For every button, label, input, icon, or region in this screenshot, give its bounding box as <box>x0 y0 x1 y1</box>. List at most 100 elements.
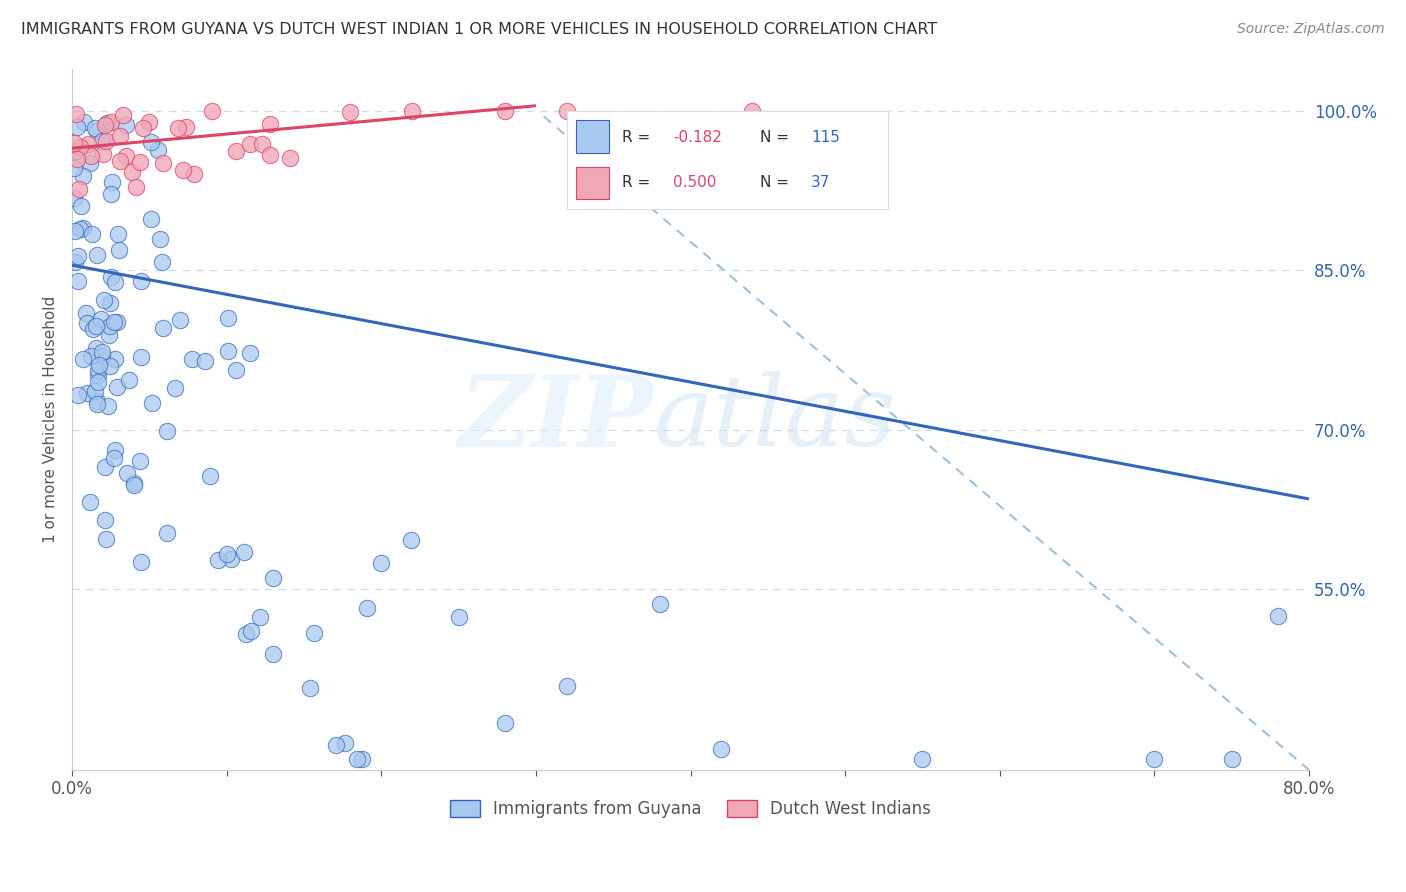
Point <box>401 103 423 118</box>
Point <box>129 555 152 569</box>
Point <box>91 147 114 161</box>
Text: IMMIGRANTS FROM GUYANA VS DUTCH WEST INDIAN 1 OR MORE VEHICLES IN HOUSEHOLD CORR: IMMIGRANTS FROM GUYANA VS DUTCH WEST IND… <box>21 22 938 37</box>
Point <box>250 137 273 152</box>
Point <box>219 552 242 566</box>
Point <box>149 232 172 246</box>
Point <box>69 139 91 153</box>
Point <box>72 351 94 366</box>
Point <box>352 752 374 766</box>
Point <box>115 118 138 132</box>
Point <box>346 752 368 766</box>
Point <box>70 199 93 213</box>
Y-axis label: 1 or more Vehicles in Household: 1 or more Vehicles in Household <box>44 295 58 543</box>
Point <box>111 108 134 122</box>
Point <box>298 681 321 695</box>
Point <box>79 155 101 169</box>
Point <box>63 191 86 205</box>
Point <box>339 105 361 120</box>
Point <box>103 451 125 466</box>
Point <box>65 254 87 268</box>
Point <box>86 393 108 408</box>
Point <box>63 161 86 176</box>
Point <box>167 121 190 136</box>
Point <box>370 556 392 570</box>
Point <box>63 136 86 150</box>
Point <box>129 274 152 288</box>
Point <box>262 571 284 585</box>
Point <box>399 533 422 547</box>
Point <box>103 315 125 329</box>
Point <box>90 311 112 326</box>
Point <box>98 359 121 373</box>
Point <box>75 306 97 320</box>
Point <box>259 117 281 131</box>
Point <box>129 350 152 364</box>
Point <box>139 135 162 149</box>
Point <box>105 315 128 329</box>
Point <box>240 624 263 638</box>
Point <box>122 475 145 490</box>
Point <box>172 163 194 178</box>
Point <box>79 495 101 509</box>
Point <box>98 328 121 343</box>
Point <box>232 545 254 559</box>
Point <box>494 716 516 731</box>
Point <box>94 134 117 148</box>
Point <box>278 151 301 165</box>
Point <box>76 385 98 400</box>
Point <box>66 120 89 134</box>
Point <box>118 373 141 387</box>
Point <box>104 442 127 457</box>
Point <box>96 116 118 130</box>
Point <box>194 354 217 368</box>
Point <box>72 220 94 235</box>
Point <box>1220 752 1243 766</box>
Legend: Immigrants from Guyana, Dutch West Indians: Immigrants from Guyana, Dutch West India… <box>443 793 938 825</box>
Point <box>80 349 103 363</box>
Point <box>156 526 179 541</box>
Point <box>67 182 90 196</box>
Point <box>65 145 87 159</box>
Point <box>165 381 187 395</box>
Point <box>98 296 121 310</box>
Point <box>77 136 100 151</box>
Point <box>225 144 247 158</box>
Point <box>139 211 162 226</box>
Point <box>207 553 229 567</box>
Point <box>146 144 169 158</box>
Point <box>87 362 110 376</box>
Point <box>150 255 173 269</box>
Point <box>80 149 103 163</box>
Point <box>66 152 89 166</box>
Point <box>94 460 117 475</box>
Point <box>91 350 114 364</box>
Point <box>169 313 191 327</box>
Point <box>66 388 89 402</box>
Point <box>104 351 127 366</box>
Point <box>1143 752 1166 766</box>
Point <box>249 610 271 624</box>
Point <box>114 149 136 163</box>
Point <box>117 467 139 481</box>
Point <box>66 274 89 288</box>
Point <box>555 103 578 118</box>
Point <box>302 625 325 640</box>
Point <box>110 153 132 168</box>
Text: atlas: atlas <box>654 372 896 467</box>
Point <box>73 115 96 129</box>
Point <box>108 128 131 143</box>
Point <box>494 103 516 118</box>
Point <box>80 227 103 242</box>
Point <box>82 322 104 336</box>
Point <box>225 363 247 377</box>
Point <box>259 147 281 161</box>
Point <box>152 321 174 335</box>
Point <box>447 610 470 624</box>
Point <box>262 647 284 661</box>
Point <box>94 119 117 133</box>
Point <box>710 742 733 756</box>
Text: ZIP: ZIP <box>458 371 654 467</box>
Point <box>63 224 86 238</box>
Point <box>124 478 146 492</box>
Point <box>87 358 110 372</box>
